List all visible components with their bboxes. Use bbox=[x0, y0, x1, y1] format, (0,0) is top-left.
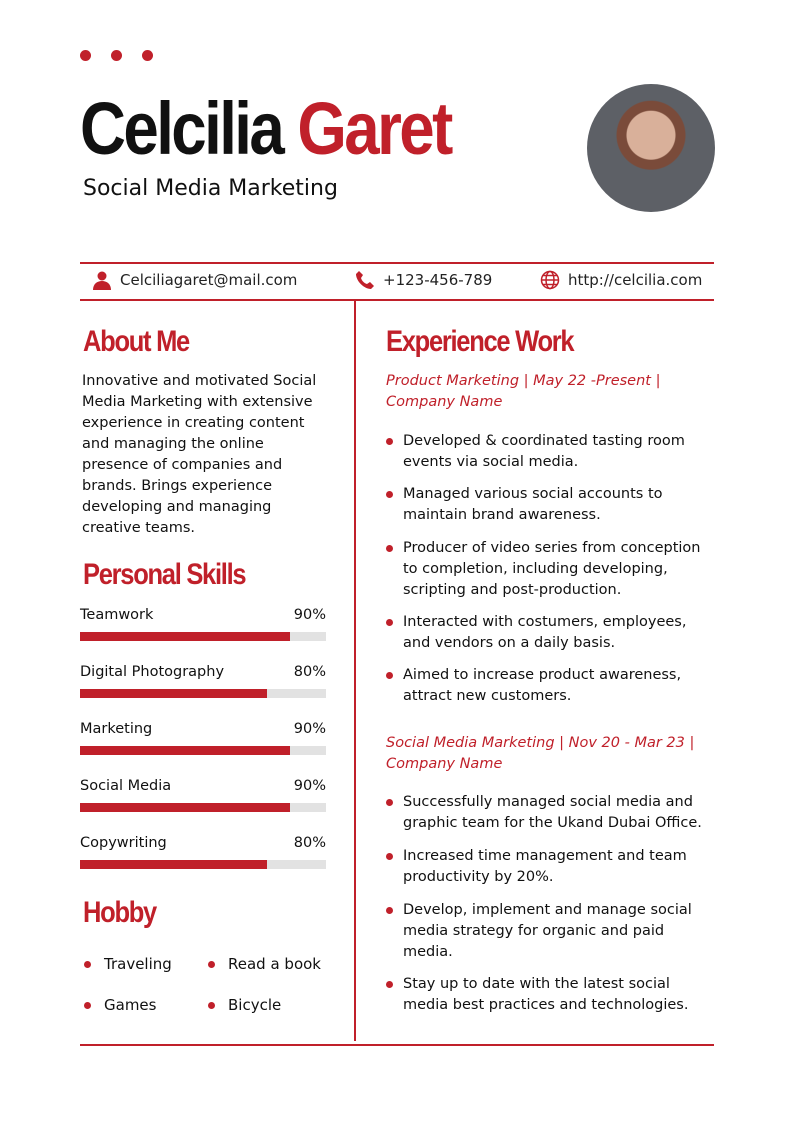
decor-dot bbox=[142, 50, 153, 61]
experience-heading: Experience Work bbox=[386, 325, 575, 358]
phone-icon bbox=[356, 271, 374, 289]
skill-bar-fill bbox=[80, 632, 291, 641]
skills-heading: Personal Skills bbox=[83, 558, 247, 591]
job-bullet: Increased time management and team produ… bbox=[386, 846, 716, 888]
contact-phone: +123-456-789 bbox=[355, 270, 492, 290]
job-bullet: Develop, implement and manage social med… bbox=[386, 900, 716, 963]
skill-percent: 90% bbox=[293, 607, 326, 623]
bullet-icon bbox=[84, 960, 91, 968]
about-heading: About Me bbox=[83, 325, 190, 358]
hobby-heading: Hobby bbox=[83, 896, 157, 929]
skill-label: Digital Photography bbox=[80, 664, 225, 680]
skill-bar-fill bbox=[80, 689, 267, 698]
job-bullet: Aimed to increase product awareness, att… bbox=[386, 665, 716, 707]
full-name: Celcilia Garet bbox=[80, 87, 453, 170]
skill-item: Teamwork 90% bbox=[80, 607, 326, 641]
column-divider bbox=[354, 300, 356, 1041]
contact-website: http://celcilia.com bbox=[540, 270, 702, 290]
hobby-item: Games bbox=[84, 996, 156, 1014]
job-bullet: Interacted with costumers, employees, an… bbox=[386, 612, 716, 654]
skill-label: Marketing bbox=[80, 721, 153, 737]
skill-item: Social Media 90% bbox=[80, 778, 326, 812]
divider bbox=[80, 262, 714, 264]
skill-bar bbox=[80, 689, 326, 698]
hobby-item: Bicycle bbox=[208, 996, 281, 1014]
skill-percent: 90% bbox=[293, 721, 326, 737]
contact-email: Celciliagaret@mail.com bbox=[92, 270, 297, 290]
profile-photo bbox=[587, 84, 715, 212]
skill-bar bbox=[80, 632, 326, 641]
job-bullet: Managed various social accounts to maint… bbox=[386, 484, 716, 526]
bullet-icon bbox=[208, 960, 215, 968]
skill-item: Copywriting 80% bbox=[80, 835, 326, 869]
skill-percent: 80% bbox=[293, 664, 326, 680]
skill-percent: 90% bbox=[293, 778, 326, 794]
skill-label: Social Media bbox=[80, 778, 172, 794]
bullet-icon bbox=[208, 1001, 215, 1009]
decor-dot bbox=[80, 50, 91, 61]
hobby-item: Read a book bbox=[208, 955, 321, 973]
job-bullet: Stay up to date with the latest social m… bbox=[386, 974, 716, 1016]
divider bbox=[80, 299, 714, 301]
job-bullet: Successfully managed social media and gr… bbox=[386, 792, 716, 834]
job-heading: Product Marketing | May 22 -Present | Co… bbox=[386, 373, 661, 410]
job-bullet: Developed & coordinated tasting room eve… bbox=[386, 431, 716, 473]
skill-bar bbox=[80, 860, 326, 869]
skill-bar-fill bbox=[80, 746, 291, 755]
skill-bar-fill bbox=[80, 860, 267, 869]
job-title: Social Media Marketing bbox=[83, 176, 338, 201]
skill-label: Teamwork bbox=[80, 607, 154, 623]
globe-icon bbox=[540, 270, 560, 290]
skill-item: Marketing 90% bbox=[80, 721, 326, 755]
divider bbox=[80, 1044, 714, 1046]
skill-percent: 80% bbox=[293, 835, 326, 851]
skill-bar bbox=[80, 803, 326, 812]
skill-label: Copywriting bbox=[80, 835, 167, 851]
skill-bar-fill bbox=[80, 803, 291, 812]
bullet-icon bbox=[84, 1001, 91, 1009]
skill-item: Digital Photography 80% bbox=[80, 664, 326, 698]
hobby-item: Traveling bbox=[84, 955, 172, 973]
skill-bar bbox=[80, 746, 326, 755]
about-text: Innovative and motivated Social Media Ma… bbox=[82, 373, 317, 536]
decor-dot bbox=[111, 50, 122, 61]
person-icon bbox=[93, 271, 111, 290]
job-bullet: Producer of video series from conception… bbox=[386, 538, 716, 601]
job-heading: Social Media Marketing | Nov 20 - Mar 23… bbox=[386, 735, 695, 772]
